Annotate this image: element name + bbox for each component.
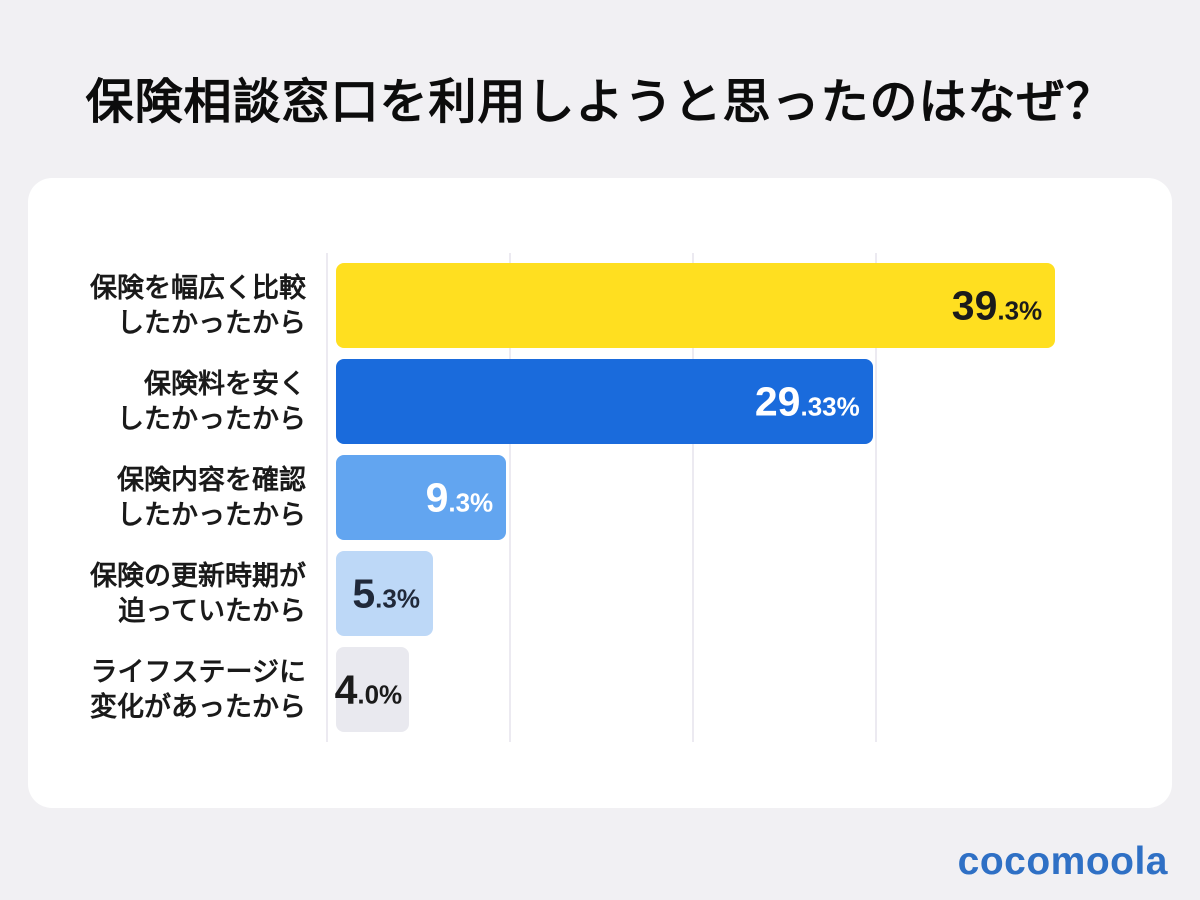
value-integer: 29 <box>754 378 801 424</box>
value-label: 29.33% <box>755 381 860 422</box>
category-label: ライフステージに 変化があったから <box>90 656 306 722</box>
page-title: 保険相談窓口を利用しようと思ったのはなぜ？ <box>85 76 1115 129</box>
bar-track: 4.0% <box>335 647 1172 732</box>
value-integer: 39 <box>951 282 998 328</box>
chart-row: 保険料を安く したかったから 29.33% <box>28 359 1172 444</box>
value-label: 39.3% <box>952 285 1042 326</box>
value-label: 4.0% <box>335 669 403 710</box>
bar-chart: 保険を幅広く比較 したかったから 39.3% 保険料を安く したかったから 29.33… <box>28 263 1172 743</box>
category-label: 保険料を安く したかったから <box>117 368 306 434</box>
chart-row: ライフステージに 変化があったから 4.0% <box>28 647 1172 732</box>
chart-row: 保険の更新時期が 迫っていたから 5.3% <box>28 551 1172 636</box>
bar-track: 5.3% <box>336 551 1172 636</box>
value-fraction: .33% <box>800 391 860 421</box>
value-integer: 9 <box>425 474 449 520</box>
bar-track: 39.3% <box>336 263 1172 348</box>
value-label: 9.3% <box>426 477 494 518</box>
value-label: 5.3% <box>352 573 420 614</box>
value-fraction: .3% <box>448 487 494 517</box>
bar-track: 29.33% <box>336 359 1172 444</box>
cocomoola-logo: cocomoola <box>957 840 1168 883</box>
bar: 9.3% <box>336 455 507 540</box>
bar-track: 9.3% <box>336 455 1172 540</box>
category-label: 保険の更新時期が 迫っていたから <box>90 560 306 626</box>
bar: 29.33% <box>336 359 873 444</box>
chart-row: 保険内容を確認 したかったから 9.3% <box>28 455 1172 540</box>
bar: 39.3% <box>336 263 1056 348</box>
bar: 5.3% <box>336 551 433 636</box>
value-fraction: .0% <box>357 679 403 709</box>
category-label: 保険を幅広く比較 したかったから <box>90 272 306 338</box>
category-label: 保険内容を確認 したかったから <box>117 464 306 530</box>
value-fraction: .3% <box>997 295 1043 325</box>
value-integer: 4 <box>334 666 358 712</box>
chart-panel: 保険を幅広く比較 したかったから 39.3% 保険料を安く したかったから 29.33… <box>28 178 1172 808</box>
bar: 4.0% <box>335 647 410 732</box>
chart-row: 保険を幅広く比較 したかったから 39.3% <box>28 263 1172 348</box>
value-fraction: .3% <box>375 583 420 613</box>
value-integer: 5 <box>352 570 376 616</box>
